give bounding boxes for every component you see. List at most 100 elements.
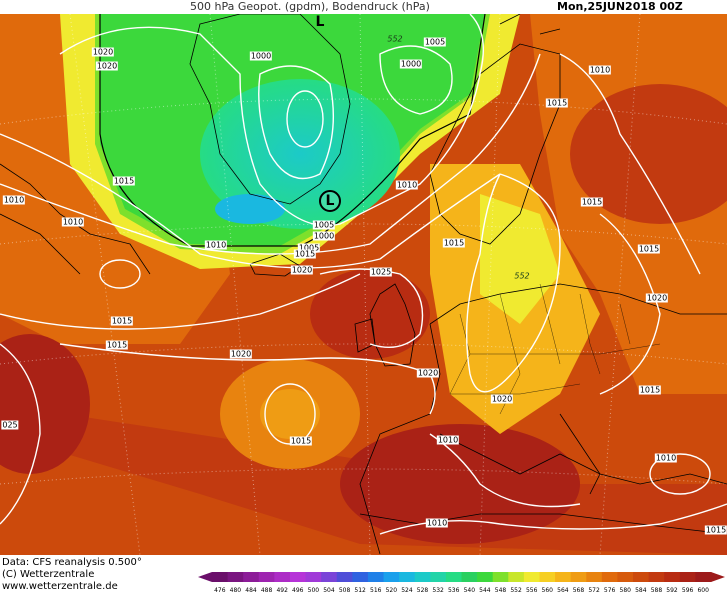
isobar-label: 025	[1, 420, 19, 430]
geopotential-label: 552	[514, 271, 530, 281]
isobar-1015-north	[0, 133, 501, 269]
colorbar-tick-label: 544	[479, 587, 491, 593]
isobar-label: 1020	[290, 265, 314, 275]
colorbar-swatch	[212, 572, 229, 582]
geopotential-label: 552	[387, 34, 403, 44]
colorbar-tick-label: 552	[510, 587, 522, 593]
isobar-label: 1005	[312, 220, 336, 230]
isobar-label: 1015	[110, 316, 134, 326]
colorbar-swatch	[321, 572, 338, 582]
isobar-label: 1020	[91, 47, 115, 57]
field-polar-inner	[215, 194, 285, 224]
isobar-label: 1000	[249, 51, 273, 61]
colorbar-swatch	[258, 572, 275, 582]
colorbar-tick-label: 548	[495, 587, 507, 593]
colorbar-tick-label: 496	[292, 587, 304, 593]
colorbar-tick-label: 532	[432, 587, 444, 593]
isobar-label: 1020	[645, 293, 669, 303]
coast-scandinavia	[429, 43, 561, 245]
colorbar-swatch	[399, 572, 416, 582]
colorbar-tick-label: 576	[604, 587, 616, 593]
colorbar-tick-label: 600	[697, 587, 709, 593]
colorbar-swatch	[539, 572, 556, 582]
isobar-1020-azores	[59, 343, 436, 415]
low-pressure-center: L	[315, 14, 325, 30]
isobar-label: 1020	[490, 394, 514, 404]
field-ridge-east	[570, 84, 727, 224]
colorbar-tick-label: 480	[230, 587, 242, 593]
isobar-label: 1015	[293, 249, 317, 259]
colorbar-swatch	[461, 572, 478, 582]
weather-map: 5525525521020102010051000100010101015101…	[0, 14, 727, 555]
isobar-label: 1020	[95, 61, 119, 71]
colorbar-swatch	[555, 572, 572, 582]
colorbar-swatch	[601, 572, 618, 582]
colorbar-swatch	[367, 572, 385, 582]
colorbar-tick-label: 492	[276, 587, 288, 593]
isobar-label: 1010	[61, 217, 85, 227]
isobar-1010-north	[0, 53, 541, 255]
colorbar-tick-label: 556	[526, 587, 538, 593]
colorbar-tick-label: 520	[386, 587, 398, 593]
field-ridge-south	[340, 424, 580, 544]
isobar-label: 1015	[638, 385, 662, 395]
colorbar-swatch	[523, 572, 540, 582]
isobar-label: 1005	[297, 243, 321, 253]
chart-header: 500 hPa Geopot. (gpdm), Bodendruck (hPa)…	[0, 0, 727, 14]
colorbar-tick-label: 592	[666, 587, 678, 593]
coast-continent	[359, 283, 727, 555]
colorbar-tick-label: 484	[245, 587, 257, 593]
colorbar-swatch	[305, 572, 322, 582]
colorbar-swatch	[492, 572, 509, 582]
colorbar-swatch	[477, 572, 494, 582]
colorbar-swatch	[664, 572, 681, 582]
isobar-label: 1020	[416, 368, 440, 378]
colorbar-swatch	[383, 572, 400, 582]
colorbar-tick-label: 588	[651, 587, 663, 593]
colorbar-tick-label: 500	[308, 587, 320, 593]
map-graphic	[0, 14, 727, 555]
isobar-1015-westedge	[99, 259, 141, 289]
colorbar-swatch	[570, 572, 587, 582]
colorbar-tick-label: 504	[323, 587, 335, 593]
isobar-1010-southeast	[649, 453, 711, 495]
low-pressure-center-circled: L	[319, 190, 341, 212]
isobar-label: 1015	[637, 244, 661, 254]
colorbar-swatch	[648, 572, 665, 582]
field-polar-core	[200, 79, 400, 229]
colorbar-tick-label: 516	[370, 587, 382, 593]
isobar-1025-uk	[319, 268, 424, 348]
colorbar-swatch	[336, 572, 353, 582]
colorbar-swatch	[617, 572, 634, 582]
isobar-polar-inner	[258, 65, 334, 180]
website-link[interactable]: www.wetterzentrale.de	[2, 581, 118, 592]
coast-mediterranean	[439, 433, 727, 485]
isobar-label: 1015	[289, 436, 313, 446]
colorbar-tick-label: 568	[573, 587, 585, 593]
colorbar-swatch	[227, 572, 244, 582]
colorbar-tick-label: 584	[635, 587, 647, 593]
field-azores-core	[260, 389, 320, 439]
copyright-text: (C) Wetterzentrale	[2, 569, 95, 580]
isobar-1015-east	[599, 213, 661, 395]
isobar-label: 1015	[580, 197, 604, 207]
coast-ireland	[354, 318, 376, 353]
isobar-1010-east	[559, 53, 701, 275]
colorbar-swatch	[289, 572, 307, 582]
colorbar-swatch	[445, 572, 462, 582]
colorbar-tick-label: 524	[401, 587, 413, 593]
valid-datetime: Mon,25JUN2018 00Z	[557, 0, 683, 13]
colorbar-tick-label: 564	[557, 587, 569, 593]
colorbar-swatch	[586, 572, 603, 582]
isobar-label: 1010	[654, 453, 678, 463]
colorbar-swatch	[352, 572, 369, 582]
graticule	[0, 14, 727, 555]
colorbar-swatch	[414, 572, 431, 582]
isobar-label: 1000	[399, 59, 423, 69]
colorbar-swatch	[695, 572, 712, 582]
isobar-1020-west	[0, 343, 41, 525]
field-trough-core	[480, 194, 560, 324]
isobar-label: 1005	[423, 37, 447, 47]
coast-greenland	[189, 14, 351, 205]
isobar-label: 1015	[704, 525, 727, 535]
